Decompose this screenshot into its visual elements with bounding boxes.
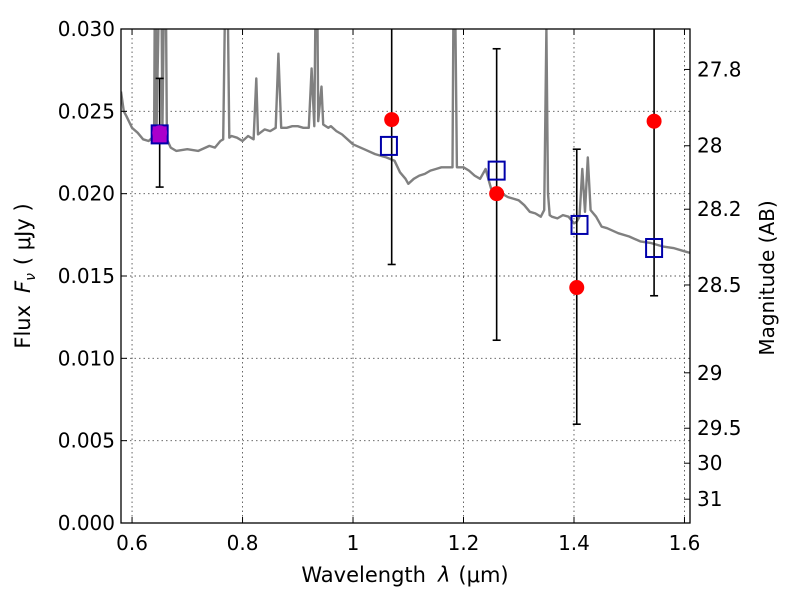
magnitude-tick-label: 30 <box>697 451 722 475</box>
observed-flux-point <box>646 113 662 129</box>
magnitude-axis-label: Magnitude (AB) <box>755 200 779 355</box>
x-tick-label: 1.4 <box>558 531 590 555</box>
observed-flux-point <box>569 280 585 296</box>
points-layer <box>150 29 664 426</box>
x-tick-label: 1.6 <box>669 531 701 555</box>
data-layer <box>121 29 690 255</box>
magnitude-tick-label: 29 <box>697 361 722 385</box>
y-tick-label: 0.025 <box>58 99 115 123</box>
magnitude-tick-label: 28 <box>697 134 722 158</box>
y-tick-label: 0.000 <box>58 511 115 535</box>
y-tick-label: 0.005 <box>58 429 115 453</box>
magnitude-tick-label: 29.5 <box>697 416 742 440</box>
x-tick-label: 1.2 <box>448 531 480 555</box>
y-axis-label: FluxFν( μJy ) <box>11 203 39 348</box>
x-tick-label: 0.6 <box>116 531 148 555</box>
magnitude-tick-label: 27.8 <box>697 57 742 81</box>
model-flux-square <box>379 135 398 156</box>
observed-flux-point <box>384 112 400 128</box>
tick-marks <box>121 28 690 524</box>
spectrum-line <box>121 29 690 255</box>
x-tick-label: 0.8 <box>227 531 259 555</box>
observed-flux-point <box>489 186 505 202</box>
magnitude-tick-label: 31 <box>697 487 722 511</box>
magnitude-tick-label: 28.5 <box>697 273 742 297</box>
magnitude-tick-label: 28.2 <box>697 197 742 221</box>
x-tick-label: 1 <box>347 531 360 555</box>
y-tick-label: 0.030 <box>58 17 115 41</box>
model-flux-square <box>570 214 589 235</box>
model-flux-square <box>645 238 664 259</box>
y-tick-label: 0.015 <box>58 264 115 288</box>
x-axis-label: Wavelength λ (μm) <box>301 563 508 587</box>
y-tick-label: 0.010 <box>58 346 115 370</box>
observed-flux-point <box>152 125 168 141</box>
y-tick-label: 0.020 <box>58 182 115 206</box>
model-flux-square <box>487 160 506 181</box>
